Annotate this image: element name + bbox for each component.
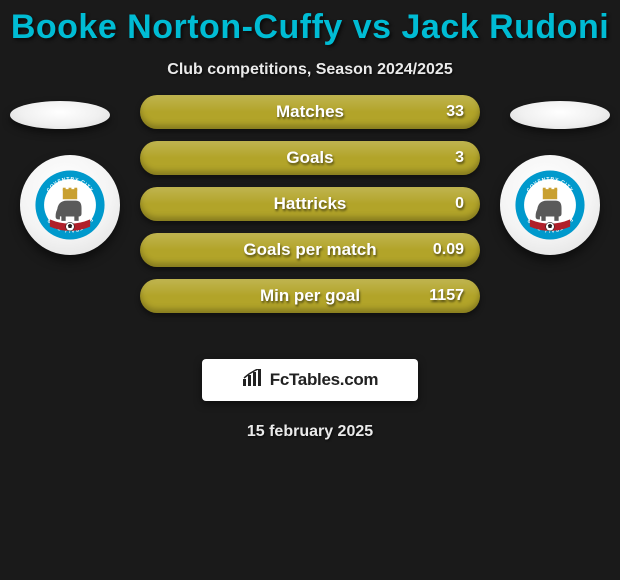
brand-text: FcTables.com <box>270 370 379 390</box>
stat-value: 3 <box>455 149 464 167</box>
stat-bar: Matches 33 <box>140 95 480 129</box>
brand-logo: FcTables.com <box>202 359 418 401</box>
stat-value: 0 <box>455 195 464 213</box>
stat-bar: Goals per match 0.09 <box>140 233 480 267</box>
stat-label: Matches <box>276 102 344 122</box>
player-disc-right <box>510 101 610 129</box>
comparison-stage: COVENTRY CITY FOOTBALL CLUB COVENTRY CIT… <box>0 107 620 337</box>
stat-bar: Min per goal 1157 <box>140 279 480 313</box>
stat-label: Min per goal <box>260 286 360 306</box>
page-title: Booke Norton-Cuffy vs Jack Rudoni <box>0 0 620 47</box>
stat-bars: Matches 33 Goals 3 Hattricks 0 Goals per match… <box>140 95 480 325</box>
club-crest-left: COVENTRY CITY FOOTBALL CLUB <box>20 155 120 255</box>
subtitle: Club competitions, Season 2024/2025 <box>0 61 620 79</box>
stat-label: Goals <box>286 148 333 168</box>
stat-bar: Hattricks 0 <box>140 187 480 221</box>
stat-value: 0.09 <box>433 241 464 259</box>
club-crest-right: COVENTRY CITY FOOTBALL CLUB <box>500 155 600 255</box>
stat-label: Hattricks <box>274 194 347 214</box>
player-disc-left <box>10 101 110 129</box>
stat-value: 33 <box>446 103 464 121</box>
date-label: 15 february 2025 <box>0 423 620 441</box>
stat-label: Goals per match <box>243 240 376 260</box>
stat-value: 1157 <box>429 287 464 305</box>
stat-bar: Goals 3 <box>140 141 480 175</box>
chart-icon <box>242 369 264 392</box>
